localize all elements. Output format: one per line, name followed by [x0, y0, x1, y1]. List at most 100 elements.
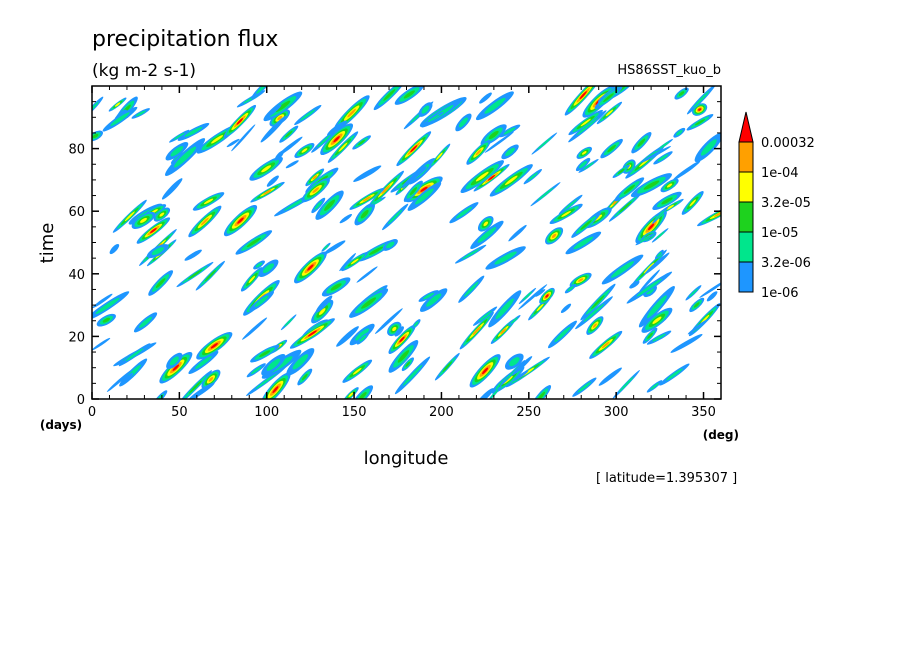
precip-cell: [135, 110, 146, 117]
y-tick-label: 60: [68, 205, 85, 220]
precip-cell: [644, 252, 670, 275]
precip-cell: [226, 138, 240, 148]
precip-cell: [352, 367, 362, 375]
precip-cell: [200, 217, 209, 226]
precip-cell: [421, 105, 430, 114]
precip-cell: [579, 160, 588, 169]
precip-cell: [362, 196, 372, 202]
precip-cell: [254, 295, 269, 307]
precip-cell: [427, 114, 440, 123]
precip-cell: [106, 369, 133, 393]
y-axis-label: time: [37, 223, 58, 264]
precip-cell: [687, 318, 710, 335]
precip-cell: [327, 120, 347, 136]
precip-cell: [250, 366, 262, 375]
precip-cell: [693, 91, 710, 108]
precip-cell: [262, 263, 275, 274]
precip-cell: [403, 90, 415, 99]
precip-cell: [698, 108, 702, 111]
precip-cell: [285, 160, 299, 169]
precip-cell: [578, 278, 584, 282]
precip-cell: [292, 354, 309, 370]
precip-cell: [510, 317, 518, 324]
precip-cell: [122, 372, 134, 384]
precip-cell: [139, 217, 147, 223]
precip-cell: [159, 212, 165, 217]
precip-cell: [300, 109, 316, 121]
x-tick-label: 50: [171, 405, 188, 420]
precip-cell: [508, 224, 527, 242]
precip-cell: [592, 323, 597, 328]
x-tick-label: 0: [88, 405, 96, 420]
precip-cell: [339, 253, 356, 272]
precip-cell: [338, 142, 348, 152]
precip-cell: [315, 295, 333, 313]
precip-cell: [487, 174, 496, 181]
precip-cell: [479, 92, 492, 104]
colorbar-swatch: [738, 141, 754, 173]
precip-cell: [655, 210, 665, 221]
x-tick-label: 350: [691, 405, 716, 420]
precip-cell: [102, 317, 111, 323]
precip-cell: [333, 136, 340, 143]
precip-cell: [573, 236, 594, 250]
precip-cell: [534, 289, 546, 297]
precip-cell: [203, 198, 214, 205]
precip-cell: [276, 136, 303, 157]
precipitation-field: [92, 86, 721, 399]
precip-cell: [567, 286, 574, 292]
x-tick-label: 200: [429, 405, 454, 420]
precip-cell: [361, 297, 377, 309]
precip-cell: [513, 370, 529, 381]
precip-cell: [537, 187, 554, 201]
precip-cell: [629, 280, 640, 289]
precip-cell: [353, 165, 382, 182]
precip-cell: [475, 149, 482, 156]
colorbar-label: 1e-04: [761, 166, 799, 181]
precip-cell: [601, 341, 610, 349]
precip-cell: [503, 127, 516, 135]
run-label: HS86SST_kuo_b: [617, 63, 721, 78]
precip-cell: [577, 381, 592, 393]
precip-cell: [643, 262, 655, 274]
precip-cell: [124, 211, 135, 222]
precip-cell: [323, 240, 346, 255]
precip-cell: [339, 214, 352, 224]
precip-cell: [151, 247, 164, 256]
colorbar-swatch: [738, 201, 754, 233]
chart-units: (kg m-2 s-1): [92, 61, 196, 81]
colorbar-label: 3.2e-05: [761, 196, 811, 211]
precip-cell: [490, 389, 499, 399]
precip-cell: [699, 278, 721, 298]
precip-cell: [461, 248, 480, 260]
precip-cell: [211, 135, 224, 144]
precip-cell: [318, 308, 326, 316]
precip-cell: [656, 251, 662, 258]
precip-cell: [184, 126, 203, 137]
colorbar-extend-arrow: [738, 111, 754, 143]
precip-cell: [665, 368, 683, 381]
precip-cell: [266, 175, 279, 187]
precip-cell: [652, 333, 666, 342]
precip-cell: [236, 118, 244, 125]
precip-cell: [284, 317, 294, 327]
precip-cell: [623, 184, 636, 194]
precip-cell: [155, 278, 166, 288]
precip-cell: [312, 187, 320, 194]
precip-cell: [109, 243, 120, 255]
precip-cell: [387, 209, 403, 225]
precip-cell: [246, 237, 261, 248]
precip-cell: [564, 199, 578, 211]
precip-cell: [641, 146, 671, 163]
x-tick-label: 100: [254, 405, 279, 420]
precip-cell: [610, 261, 635, 278]
precip-cell: [323, 244, 329, 250]
precip-cell: [554, 326, 571, 343]
precip-cell: [582, 162, 595, 170]
precip-cell: [359, 335, 367, 342]
colorbar-swatch: [738, 261, 754, 293]
precip-cell: [92, 293, 113, 308]
precip-cell: [237, 217, 244, 224]
precip-cell: [617, 168, 625, 174]
